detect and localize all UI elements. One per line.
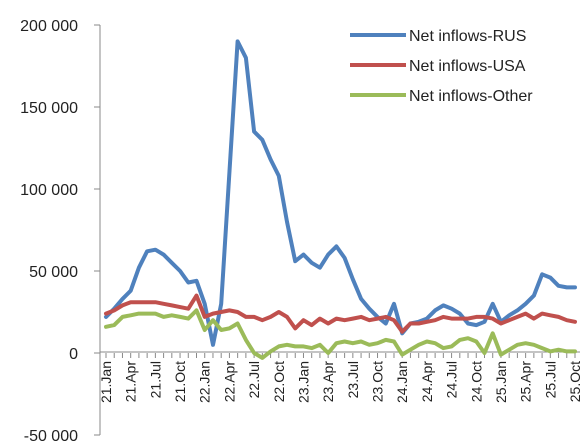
x-tick-label: 23.Oct — [370, 361, 386, 402]
series-lines — [104, 39, 577, 360]
legend-label: Net inflows-Other — [409, 88, 533, 105]
x-tick-label: 23.Jul — [345, 361, 361, 398]
x-tick-label: 24.Apr — [419, 361, 435, 403]
x-tick-label: 22.Apr — [221, 361, 237, 403]
x-tick-label: 25.Jan — [493, 361, 509, 403]
y-axis-ticks: -50 000 0 50 000 100 000 150 000 200 000 — [20, 18, 100, 442]
x-tick-label: 22.Jan — [197, 361, 213, 403]
x-tick-label: 24.Jul — [444, 361, 460, 398]
x-tick-label: 21.Oct — [172, 361, 188, 402]
x-tick-label: 21.Jul — [147, 361, 163, 398]
x-tick-label: 25.Oct — [567, 361, 580, 402]
series-line-1 — [104, 39, 577, 347]
plot-area: -50 000 0 50 000 100 000 150 000 200 000 21.J… — [20, 18, 580, 442]
legend-label: Net inflows-RUS — [409, 28, 526, 45]
y-tick-label: 50 000 — [29, 264, 78, 281]
series-line-2 — [104, 293, 577, 334]
x-tick-label: 25.Apr — [518, 361, 534, 403]
y-tick-label: 0 — [69, 346, 78, 363]
legend: Net inflows-RUS Net inflows-USA Net inflow… — [350, 28, 533, 105]
y-tick-label: -50 000 — [24, 428, 78, 442]
legend-label: Net inflows-USA — [409, 58, 526, 75]
x-axis-ticks: 21.Jan 21.Apr 21.Jul 21.Oct 22.Jan 22.Apr 22.J… — [98, 353, 580, 403]
x-tick-label: 24.Oct — [468, 361, 484, 402]
y-tick-label: 200 000 — [20, 18, 78, 35]
x-tick-label: 21.Apr — [123, 361, 139, 403]
y-tick-label: 100 000 — [20, 182, 78, 199]
y-tick-label: 150 000 — [20, 100, 78, 117]
x-tick-label: 25.Jul — [542, 361, 558, 398]
x-tick-label: 21.Jan — [98, 361, 114, 403]
x-tick-label: 23.Apr — [320, 361, 336, 403]
x-tick-label: 22.Jul — [246, 361, 262, 398]
x-tick-label: 24.Jan — [394, 361, 410, 403]
x-tick-label: 23.Jan — [295, 361, 311, 403]
x-tick-label: 22.Oct — [271, 361, 287, 402]
series-line-3 — [104, 308, 577, 360]
